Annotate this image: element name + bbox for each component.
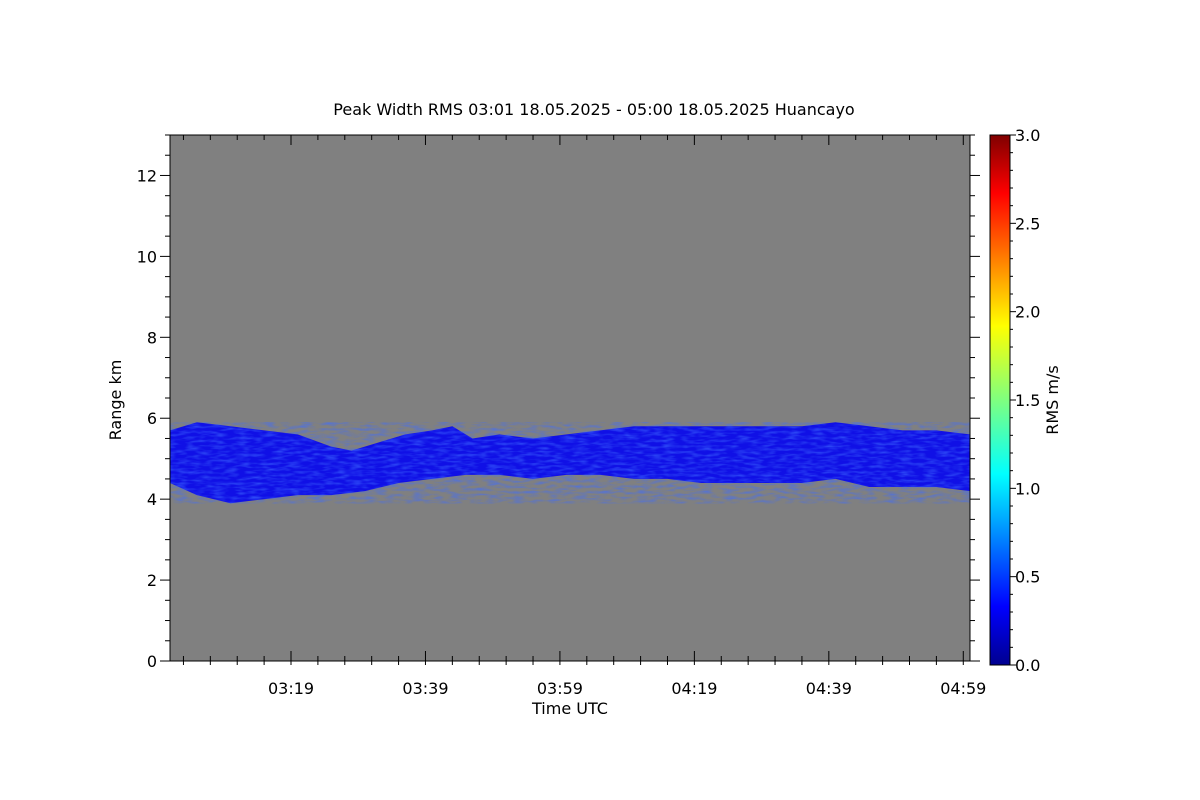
- x-tick-label: 04:39: [806, 679, 852, 698]
- y-tick-label: 8: [147, 328, 157, 347]
- colorbar-ticks: 0.0 0.5 1.0 1.5 2.0 2.5 3.0: [1010, 126, 1040, 675]
- colorbar-label: RMS m/s: [1043, 365, 1062, 434]
- y-tick-label: 12: [137, 166, 157, 185]
- echo-layer-texture: [170, 422, 970, 504]
- colorbar-tick-label: 1.0: [1015, 479, 1040, 498]
- x-tick-label: 03:39: [402, 679, 448, 698]
- y-tick-label: 4: [147, 490, 157, 509]
- x-axis-ticks: 03:19 03:39 03:59 04:19 04:39 04:59: [182, 135, 986, 698]
- x-tick-label: 03:59: [537, 679, 583, 698]
- x-tick-label: 04:19: [671, 679, 717, 698]
- colorbar-tick-label: 1.5: [1015, 391, 1040, 410]
- y-tick-label: 10: [137, 247, 157, 266]
- x-axis-label: Time UTC: [531, 699, 608, 718]
- x-tick-label: 03:19: [268, 679, 314, 698]
- colorbar-tick-label: 0.5: [1015, 568, 1040, 587]
- colorbar-tick-label: 0.0: [1015, 656, 1040, 675]
- colorbar-tick-label: 3.0: [1015, 126, 1040, 145]
- y-tick-label: 6: [147, 409, 157, 428]
- colorbar-tick-label: 2.5: [1015, 214, 1040, 233]
- plot-area: [170, 135, 970, 661]
- y-axis-label: Range km: [106, 360, 125, 441]
- y-tick-label: 0: [147, 652, 157, 671]
- y-tick-label: 2: [147, 571, 157, 590]
- x-tick-label: 04:59: [940, 679, 986, 698]
- y-axis-ticks: 0 2 4 6 8 10 12: [137, 134, 980, 671]
- echo-layer: [170, 422, 970, 504]
- colorbar-tick-label: 2.0: [1015, 303, 1040, 322]
- chart-title: Peak Width RMS 03:01 18.05.2025 - 05:00 …: [333, 100, 854, 119]
- colorbar: [989, 134, 1011, 666]
